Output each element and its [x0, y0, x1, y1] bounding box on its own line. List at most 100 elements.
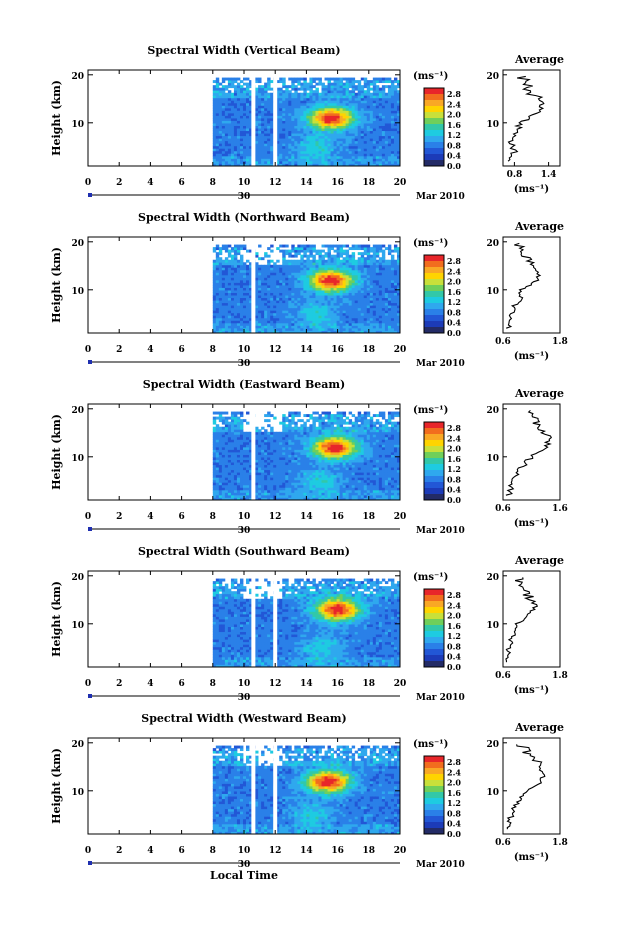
x-tick-label: 16 — [331, 345, 344, 355]
y-axis-label: Height (km) — [50, 80, 63, 156]
avg-x-tick-label: 1.8 — [552, 337, 568, 347]
x-tick-label: 10 — [238, 679, 251, 689]
colorbar-swatch — [424, 154, 444, 161]
x-tick-label: 4 — [147, 846, 153, 856]
x-tick-label: 16 — [331, 512, 344, 522]
colorbar-unit: (ms⁻¹) — [413, 739, 448, 750]
date-marker: 30 — [238, 693, 251, 703]
colorbar-swatch — [424, 649, 444, 656]
heatmap-cells — [212, 77, 401, 167]
colorbar-tick-label: 1.2 — [447, 464, 461, 474]
colorbar-unit: (ms⁻¹) — [413, 71, 448, 82]
colorbar-swatch — [424, 273, 444, 280]
colorbar-tick-label: 2.4 — [447, 266, 461, 276]
colorbar-tick-label: 1.2 — [447, 130, 461, 140]
colorbar-swatch — [424, 136, 444, 143]
colorbar-swatch — [424, 625, 444, 632]
average-profile-line — [507, 75, 545, 162]
colorbar-swatch — [424, 303, 444, 310]
average-title: Average — [514, 387, 564, 400]
colorbar-swatch — [424, 798, 444, 805]
colorbar: 2.82.42.01.61.20.80.40.0 — [423, 755, 461, 839]
colorbar-tick-label: 0.8 — [447, 307, 461, 317]
y-tick-label: 10 — [71, 454, 84, 464]
panel-5: Spectral Width (Westward Beam) Height (km… — [50, 712, 568, 870]
colorbar-frame — [423, 421, 445, 501]
data-gap — [273, 70, 278, 166]
colorbar-tick-label: 1.2 — [447, 631, 461, 641]
colorbar-tick-label: 0.8 — [447, 641, 461, 651]
y-axis-label: Height (km) — [50, 414, 63, 490]
average-profile-line — [506, 242, 542, 329]
colorbar-swatch — [424, 595, 444, 602]
y-axis-label: Height (km) — [50, 748, 63, 824]
panel-4: Spectral Width (Southward Beam) Height (k… — [50, 545, 568, 703]
x-tick-label: 20 — [394, 345, 407, 355]
x-tick-label: 0 — [85, 846, 91, 856]
colorbar-tick-label: 2.0 — [447, 444, 461, 454]
panel-2: Spectral Width (Northward Beam) Height (k… — [50, 211, 568, 369]
average-title: Average — [514, 53, 564, 66]
x-tick-label: 2 — [116, 846, 122, 856]
average-profile-line — [505, 409, 552, 496]
colorbar-swatch — [424, 464, 444, 471]
avg-y-tick-label: 10 — [486, 120, 499, 130]
avg-x-axis-label: (ms⁻¹) — [514, 685, 549, 696]
colorbar-swatch — [424, 601, 444, 608]
colorbar: 2.82.42.01.61.20.80.40.0 — [423, 421, 461, 505]
colorbar-swatch — [424, 297, 444, 304]
date-marker: 30 — [238, 192, 251, 202]
average-frame — [502, 570, 561, 668]
heatmap-cells — [212, 578, 401, 668]
colorbar-swatch — [424, 100, 444, 107]
colorbar-swatch — [424, 106, 444, 113]
date-line-start — [88, 694, 92, 698]
colorbar-swatch — [424, 619, 444, 626]
colorbar-tick-label: 1.6 — [447, 621, 461, 631]
x-tick-label: 14 — [300, 512, 313, 522]
colorbar-tick-label: 0.4 — [447, 151, 461, 161]
average-profile-line — [505, 577, 539, 663]
average-panel: Average 20 10 0.8 1.4 (ms⁻¹) — [486, 53, 564, 195]
colorbar-tick-label: 2.0 — [447, 611, 461, 621]
colorbar-swatch — [424, 482, 444, 489]
date-label: Mar 2010 — [416, 526, 465, 536]
colorbar-swatch — [424, 446, 444, 453]
colorbar-swatch — [424, 613, 444, 620]
y-tick-label: 20 — [71, 740, 84, 750]
data-gap — [273, 738, 278, 834]
colorbar-tick-label: 1.6 — [447, 788, 461, 798]
colorbar: 2.82.42.01.61.20.80.40.0 — [423, 588, 461, 672]
colorbar-swatch — [424, 470, 444, 477]
colorbar-tick-label: 0.8 — [447, 808, 461, 818]
x-tick-label: 6 — [178, 178, 184, 188]
colorbar-swatch — [424, 631, 444, 638]
y-axis-label: Height (km) — [50, 581, 63, 657]
x-tick-label: 4 — [147, 178, 153, 188]
colorbar-swatch — [424, 267, 444, 274]
x-tick-label: 8 — [210, 178, 216, 188]
colorbar-frame — [423, 254, 445, 334]
x-tick-label: 12 — [269, 679, 282, 689]
chart-title: Spectral Width (Westward Beam) — [141, 712, 346, 725]
avg-x-tick-label: 0.6 — [495, 337, 511, 347]
average-title: Average — [514, 220, 564, 233]
average-title: Average — [514, 554, 564, 567]
colorbar-tick-label: 2.4 — [447, 767, 461, 777]
colorbar-tick-label: 1.6 — [447, 454, 461, 464]
date-line-start — [88, 193, 92, 197]
colorbar-unit: (ms⁻¹) — [413, 238, 448, 249]
chart-title: Spectral Width (Vertical Beam) — [147, 44, 340, 57]
x-tick-label: 6 — [178, 345, 184, 355]
x-tick-label: 16 — [331, 846, 344, 856]
x-tick-label: 10 — [238, 178, 251, 188]
x-tick-label: 2 — [116, 178, 122, 188]
x-tick-label: 2 — [116, 512, 122, 522]
date-line-start — [88, 861, 92, 865]
colorbar-swatch — [424, 148, 444, 155]
colorbar-tick-label: 0.0 — [447, 328, 461, 338]
x-tick-label: 2 — [116, 345, 122, 355]
colorbar-swatch — [424, 112, 444, 119]
colorbar-tick-label: 1.6 — [447, 120, 461, 130]
avg-x-tick-label: 0.6 — [495, 838, 511, 848]
